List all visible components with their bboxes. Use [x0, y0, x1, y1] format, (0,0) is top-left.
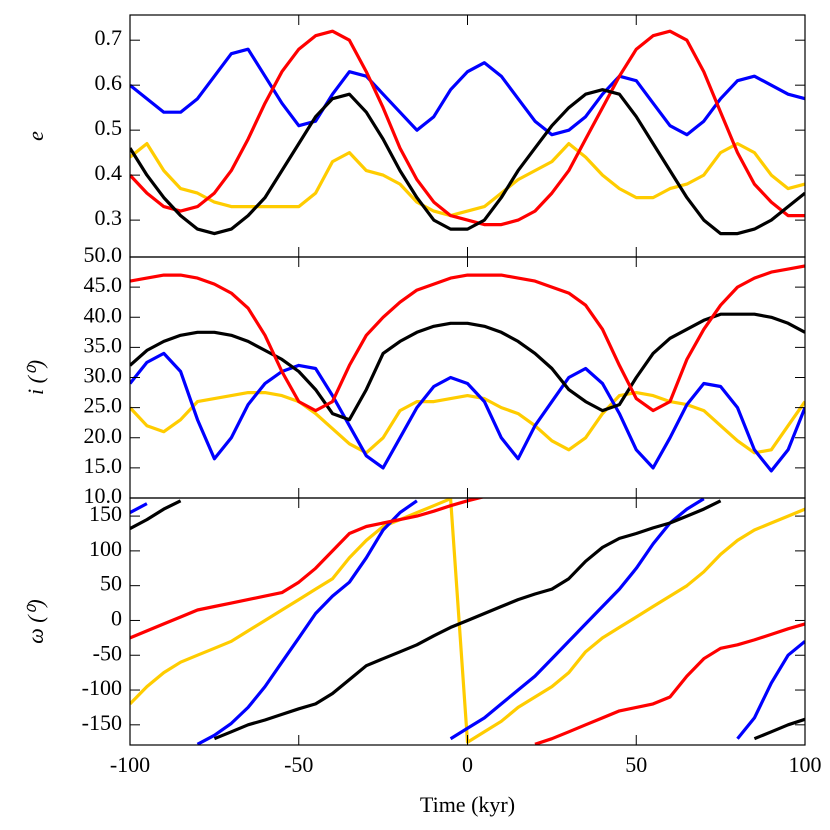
series-line: [130, 391, 805, 455]
y-tick-label: 50.0: [84, 242, 123, 267]
series-line: [130, 29, 805, 227]
series-line: [130, 499, 805, 741]
series-line: [130, 498, 805, 745]
y-tick-label: 40.0: [84, 302, 123, 327]
x-tick-label: 0: [462, 752, 473, 777]
x-tick-label: -100: [110, 752, 150, 777]
y-tick-label: 0.6: [95, 70, 123, 95]
series-line: [130, 88, 805, 236]
y-axis-label: e: [23, 131, 48, 141]
y-tick-label: 50: [100, 571, 122, 596]
series-line: [130, 264, 805, 413]
y-tick-label: 25.0: [84, 393, 123, 418]
series-line: [130, 351, 805, 473]
y-tick-label: -150: [82, 710, 122, 735]
x-tick-label: 100: [789, 752, 822, 777]
plot-area: [130, 29, 805, 236]
y-tick-label: 35.0: [84, 332, 123, 357]
x-tick-label: 50: [625, 752, 647, 777]
series-line: [130, 47, 805, 137]
y-tick-label: -50: [93, 640, 122, 665]
y-tick-label: 0.3: [95, 205, 123, 230]
y-tick-label: 20.0: [84, 423, 123, 448]
y-tick-label: 30.0: [84, 363, 123, 388]
x-tick-label: -50: [284, 752, 313, 777]
y-tick-label: 0.5: [95, 115, 123, 140]
y-tick-label: 10.0: [84, 483, 123, 508]
y-axis-label: i (⁰): [23, 360, 48, 395]
y-tick-label: 0.7: [95, 25, 123, 50]
y-tick-label: 100: [89, 536, 122, 561]
series-line: [130, 142, 805, 218]
y-axis-label: ω (⁰): [23, 599, 48, 644]
x-axis-label: Time (kyr): [420, 792, 515, 817]
y-tick-label: 15.0: [84, 453, 123, 478]
y-tick-label: 0.4: [95, 160, 123, 185]
series-line: [130, 498, 805, 745]
y-tick-label: 150: [89, 501, 122, 526]
series-line: [130, 312, 805, 422]
plot-area: [130, 498, 805, 745]
plot-area: [130, 264, 805, 473]
y-tick-label: -100: [82, 675, 122, 700]
y-tick-label: 0: [111, 606, 122, 631]
y-tick-label: 45.0: [84, 272, 123, 297]
